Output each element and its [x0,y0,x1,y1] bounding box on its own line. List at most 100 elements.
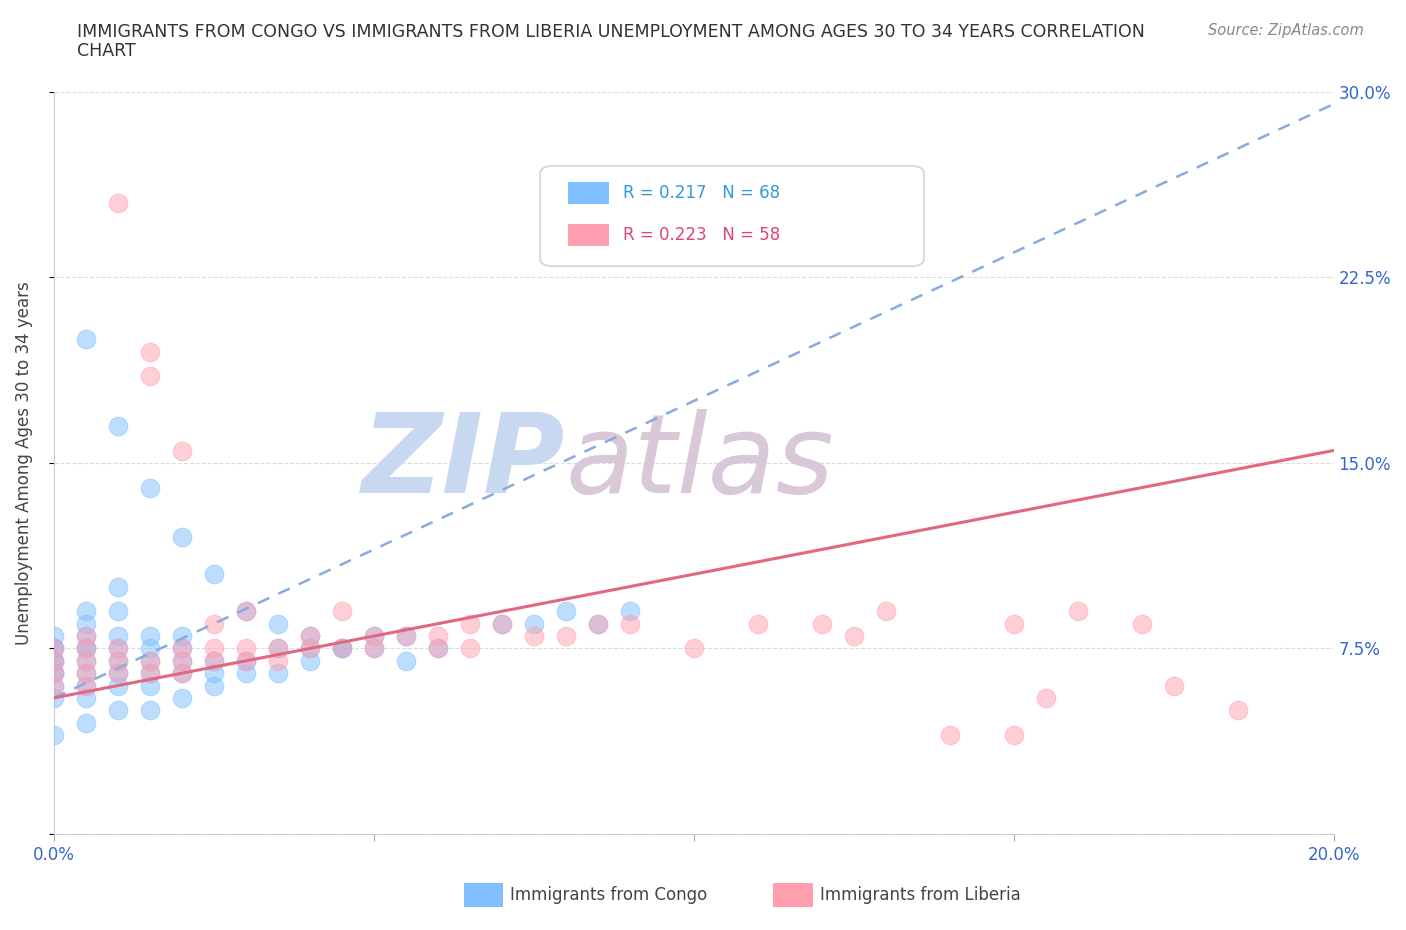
Point [298,641,321,656]
Point [554,629,576,644]
Point [395,629,418,644]
Point [1002,727,1025,742]
Point [139,678,162,693]
Text: IMMIGRANTS FROM CONGO VS IMMIGRANTS FROM LIBERIA UNEMPLOYMENT AMONG AGES 30 TO 3: IMMIGRANTS FROM CONGO VS IMMIGRANTS FROM… [77,23,1146,41]
Point [107,654,129,669]
Point [426,641,449,656]
Point [330,641,353,656]
Point [170,641,193,656]
Point [107,418,129,433]
Point [42,690,65,705]
Point [107,579,129,594]
Point [267,641,290,656]
Point [75,666,97,681]
Point [139,654,162,669]
Point [875,604,897,618]
Point [139,641,162,656]
Point [42,727,65,742]
Point [586,617,609,631]
Point [75,678,97,693]
Point [139,344,162,359]
Point [42,654,65,669]
Point [75,604,97,618]
Point [75,715,97,730]
Point [235,641,257,656]
Text: Immigrants from Liberia: Immigrants from Liberia [820,885,1021,904]
Point [75,641,97,656]
Point [938,727,960,742]
Text: Source: ZipAtlas.com: Source: ZipAtlas.com [1208,23,1364,38]
Point [267,641,290,656]
Point [139,369,162,384]
Point [42,678,65,693]
Point [810,617,832,631]
Point [42,629,65,644]
Point [491,617,513,631]
Point [363,629,385,644]
Point [330,604,353,618]
Point [75,641,97,656]
Point [235,666,257,681]
Point [267,666,290,681]
Point [75,332,97,347]
Point [107,703,129,718]
Point [42,654,65,669]
Point [107,195,129,210]
Text: CHART: CHART [77,42,136,60]
Point [139,666,162,681]
Point [298,629,321,644]
Point [202,654,225,669]
Point [458,617,481,631]
Point [170,629,193,644]
Point [426,629,449,644]
Point [682,641,704,656]
Point [107,678,129,693]
Point [1226,703,1249,718]
Point [523,629,546,644]
Text: Immigrants from Congo: Immigrants from Congo [510,885,707,904]
Point [554,604,576,618]
Point [202,641,225,656]
Point [139,703,162,718]
Point [42,641,65,656]
Point [75,641,97,656]
Point [202,678,225,693]
Point [75,690,97,705]
Point [170,654,193,669]
Point [75,629,97,644]
Point [170,641,193,656]
Text: ZIP: ZIP [363,409,565,516]
Point [42,666,65,681]
Point [202,666,225,681]
Point [1163,678,1185,693]
FancyBboxPatch shape [568,181,609,204]
Point [139,629,162,644]
Point [298,654,321,669]
Point [330,641,353,656]
Point [235,604,257,618]
Point [75,654,97,669]
Point [170,443,193,458]
Point [139,666,162,681]
Point [107,604,129,618]
Point [395,654,418,669]
Point [107,666,129,681]
Y-axis label: Unemployment Among Ages 30 to 34 years: Unemployment Among Ages 30 to 34 years [15,281,32,644]
Point [107,666,129,681]
Point [619,617,641,631]
Point [139,654,162,669]
Point [619,604,641,618]
Point [363,629,385,644]
Point [1002,617,1025,631]
Point [586,617,609,631]
Point [202,566,225,581]
Point [75,666,97,681]
Point [170,654,193,669]
Text: R = 0.217   N = 68: R = 0.217 N = 68 [623,184,780,202]
Point [170,530,193,545]
Point [170,666,193,681]
FancyBboxPatch shape [540,166,924,266]
Point [1035,690,1057,705]
Point [139,480,162,495]
Point [107,629,129,644]
